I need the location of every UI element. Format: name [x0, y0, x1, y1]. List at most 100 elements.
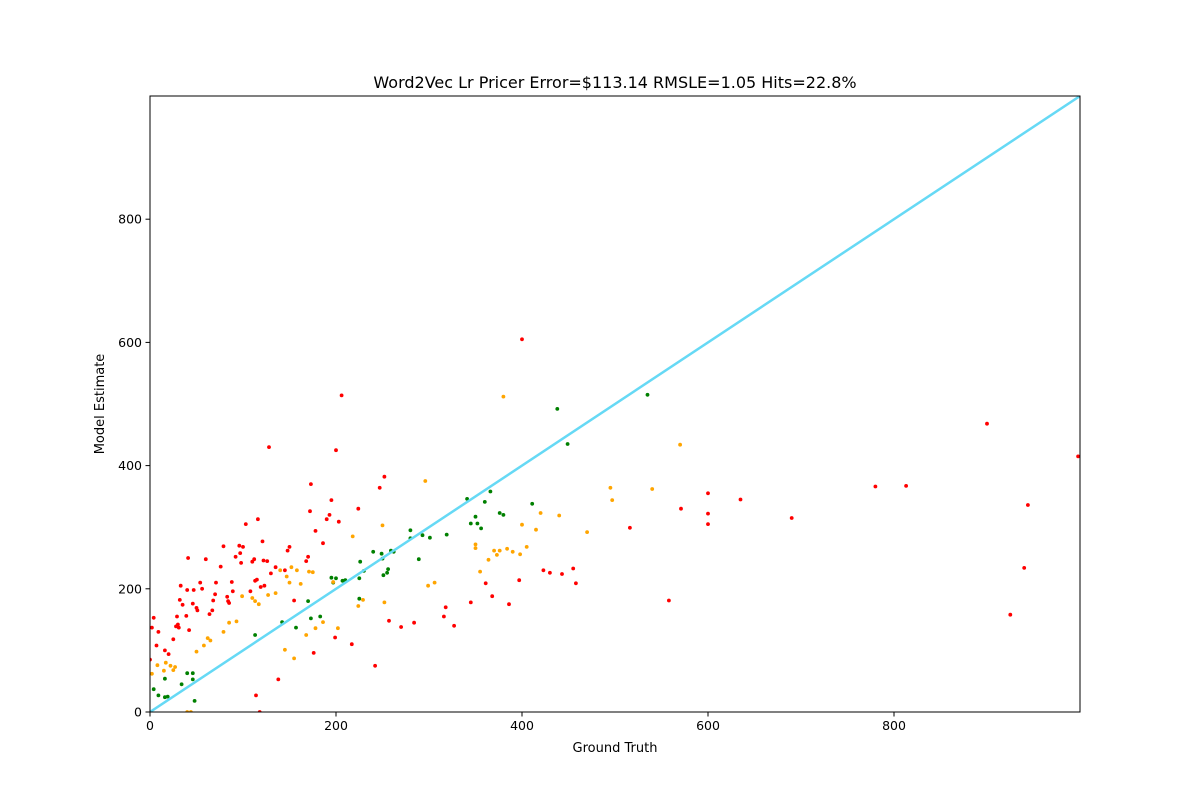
data-point-orange [495, 553, 499, 557]
data-point-red [324, 517, 329, 522]
data-point-green [309, 616, 313, 621]
data-point-red [706, 491, 710, 496]
data-point-green [444, 532, 449, 537]
data-point-red [283, 568, 287, 573]
data-point-green [357, 596, 362, 601]
data-point-red [520, 337, 524, 342]
data-point-red [1026, 503, 1030, 507]
data-point-orange [610, 498, 615, 502]
data-point-red [265, 559, 270, 563]
data-point-orange [557, 513, 562, 518]
data-point-red [287, 545, 292, 549]
data-point-green [329, 575, 334, 580]
data-point-orange [194, 649, 199, 654]
y-tick-label: 600 [118, 335, 142, 350]
data-point-orange [162, 668, 166, 673]
data-point-red [706, 511, 710, 516]
data-point-red [412, 620, 416, 625]
data-point-red [399, 625, 403, 629]
data-point-red [171, 637, 176, 642]
data-point-red [490, 594, 495, 599]
data-point-orange [221, 630, 226, 634]
data-point-red [178, 583, 183, 588]
data-point-green [185, 671, 190, 676]
data-point-red [548, 570, 552, 575]
data-point-red [679, 506, 683, 511]
data-point-red [517, 578, 522, 583]
x-tick-label: 800 [882, 718, 906, 733]
data-point-orange [208, 638, 213, 643]
data-point-red [229, 580, 234, 584]
data-point-orange [423, 479, 428, 483]
data-point-orange [205, 636, 210, 640]
data-point-orange [534, 527, 538, 532]
data-point-orange [155, 663, 160, 668]
chart-title: Word2Vec Lr Pricer Error=$113.14 RMSLE=1… [373, 73, 856, 92]
data-point-orange [331, 580, 336, 584]
data-point-red [738, 497, 743, 502]
data-point-red [260, 539, 265, 544]
data-point-red [261, 558, 266, 563]
data-point-green [358, 559, 363, 564]
data-point-red [210, 608, 215, 613]
data-point-red [211, 598, 216, 603]
data-point-red [387, 618, 391, 623]
data-point-green [192, 699, 197, 703]
data-point-red [442, 614, 446, 619]
data-point-orange [510, 549, 515, 554]
data-point-orange [273, 591, 278, 595]
data-point-red [452, 623, 456, 628]
data-point-orange [426, 583, 430, 588]
data-point-red [163, 648, 167, 653]
data-point-red [308, 509, 312, 514]
data-point-red [1008, 612, 1013, 617]
data-point-orange [168, 663, 173, 668]
data-point-orange [313, 626, 318, 631]
data-point-orange [284, 574, 289, 579]
data-point-red [187, 628, 192, 632]
data-point-orange [253, 599, 257, 603]
data-point-orange [202, 643, 206, 648]
data-point-green [473, 514, 478, 519]
data-point-orange [518, 552, 522, 557]
data-point-red [230, 589, 235, 594]
data-point-red [186, 556, 191, 560]
x-tick-label: 0 [146, 718, 154, 733]
data-point-orange [501, 394, 506, 399]
data-point-orange [283, 647, 287, 652]
data-point-red [150, 625, 154, 630]
data-point-red [177, 598, 182, 602]
data-point-orange [321, 620, 325, 624]
data-point-red [243, 522, 248, 526]
data-point-red [185, 588, 190, 592]
data-point-red [334, 448, 338, 453]
data-point-red [255, 577, 259, 582]
data-point-red [382, 474, 387, 479]
data-point-orange [432, 580, 437, 585]
data-point-orange [486, 557, 491, 562]
data-point-red [339, 393, 344, 398]
data-point-green [163, 676, 167, 681]
data-point-red [349, 642, 354, 647]
data-point-red [336, 519, 341, 524]
data-point-red [628, 525, 632, 530]
data-point-orange [350, 534, 355, 539]
data-point-red [166, 652, 171, 656]
data-point-orange [380, 523, 385, 528]
data-point-red [180, 602, 185, 607]
data-point-orange [307, 569, 311, 574]
data-point-red [154, 643, 159, 648]
data-point-red [873, 484, 878, 489]
data-point-orange [171, 668, 176, 672]
data-point-red [214, 580, 218, 585]
data-point-orange [361, 598, 365, 602]
data-point-red [309, 482, 313, 486]
data-point-green [428, 535, 432, 540]
data-point-red [273, 565, 278, 570]
data-point-red [292, 598, 296, 603]
y-tick-label: 800 [118, 212, 142, 227]
data-point-green [385, 570, 389, 575]
data-point-green [294, 625, 298, 630]
data-point-orange [287, 580, 292, 585]
data-point-orange [497, 548, 502, 553]
